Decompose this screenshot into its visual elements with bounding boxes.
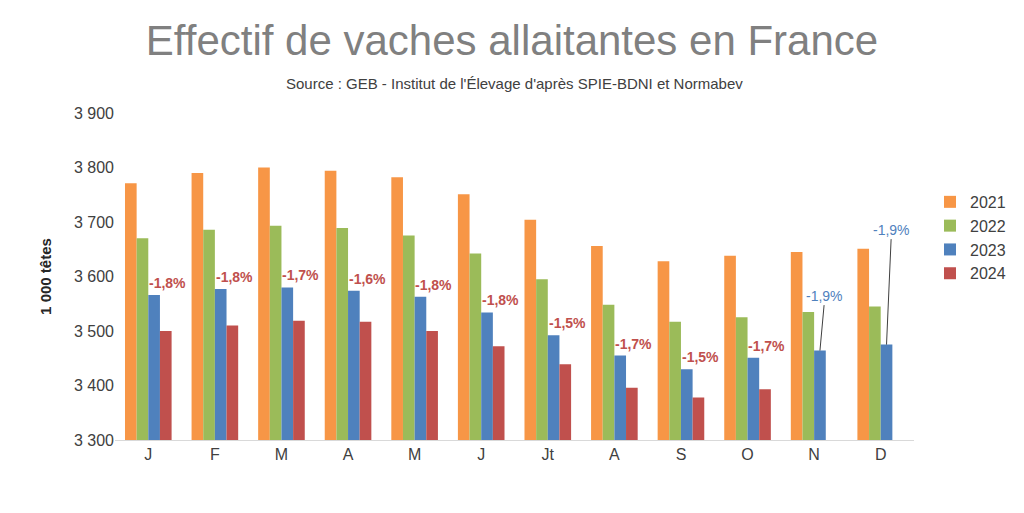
svg-text:O: O: [741, 446, 753, 463]
svg-text:-1,8%: -1,8%: [216, 269, 253, 285]
svg-text:2022: 2022: [970, 218, 1006, 235]
svg-text:-1,8%: -1,8%: [149, 275, 186, 291]
svg-text:-1,8%: -1,8%: [482, 292, 519, 308]
svg-text:2021: 2021: [970, 194, 1006, 211]
svg-text:2024: 2024: [970, 265, 1006, 282]
svg-text:-1,7%: -1,7%: [282, 267, 319, 283]
svg-text:3 300: 3 300: [74, 432, 114, 449]
svg-text:3 700: 3 700: [74, 214, 114, 231]
svg-text:-1,9%: -1,9%: [806, 288, 843, 304]
svg-text:Source : GEB - Institut de l'É: Source : GEB - Institut de l'Élevage d'a…: [286, 75, 743, 92]
svg-text:3 500: 3 500: [74, 323, 114, 340]
svg-text:3 900: 3 900: [74, 105, 114, 122]
svg-text:3 400: 3 400: [74, 377, 114, 394]
svg-text:N: N: [808, 446, 820, 463]
svg-text:D: D: [875, 446, 887, 463]
svg-text:M: M: [408, 446, 421, 463]
svg-text:3 600: 3 600: [74, 268, 114, 285]
svg-text:-1,7%: -1,7%: [748, 338, 785, 354]
svg-text:F: F: [210, 446, 220, 463]
svg-text:-1,5%: -1,5%: [682, 349, 719, 365]
svg-text:A: A: [609, 446, 620, 463]
svg-text:1 000 têtes: 1 000 têtes: [37, 238, 54, 315]
svg-text:-1,6%: -1,6%: [349, 271, 386, 287]
svg-text:-1,7%: -1,7%: [615, 336, 652, 352]
svg-text:A: A: [343, 446, 354, 463]
svg-text:3 800: 3 800: [74, 159, 114, 176]
svg-text:M: M: [275, 446, 288, 463]
svg-text:J: J: [144, 446, 152, 463]
svg-text:-1,9%: -1,9%: [873, 222, 910, 238]
svg-text:S: S: [676, 446, 687, 463]
svg-text:-1,5%: -1,5%: [549, 315, 586, 331]
svg-text:Effectif de vaches allaitantes: Effectif de vaches allaitantes en France: [146, 17, 878, 64]
svg-text:J: J: [477, 446, 485, 463]
svg-text:2023: 2023: [970, 242, 1006, 259]
svg-text:Jt: Jt: [542, 446, 555, 463]
svg-text:-1,8%: -1,8%: [415, 277, 452, 293]
